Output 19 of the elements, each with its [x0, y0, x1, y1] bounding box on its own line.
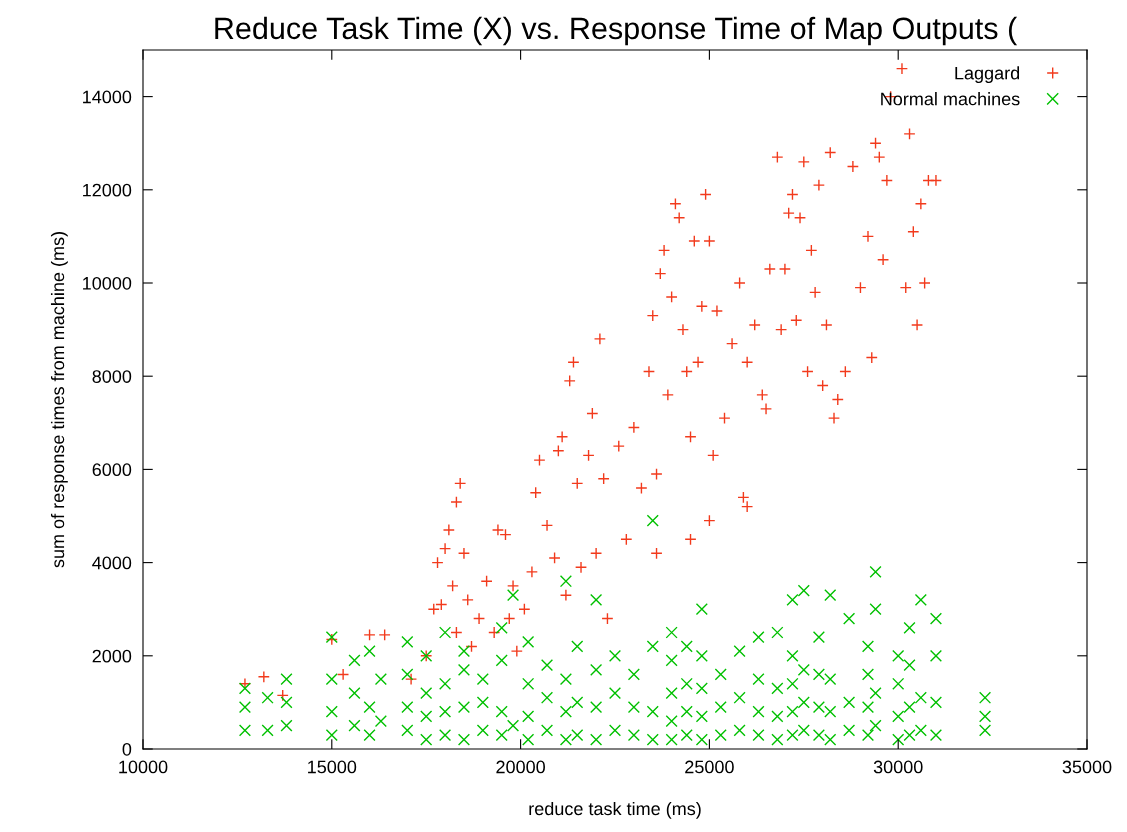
x-tick-label: 10000 [119, 760, 168, 774]
y-tick-label: 6000 [92, 463, 132, 477]
legend-label: Laggard [955, 66, 1020, 84]
x-axis-title: reduce task time (ms) [529, 801, 701, 819]
y-tick-label: 2000 [92, 649, 132, 663]
y-tick-label: 8000 [92, 370, 132, 383]
y-tick-label: 4000 [92, 556, 132, 570]
y-axis-title: sum of response times from machine (ms) [50, 232, 68, 568]
x-tick-label: 15000 [308, 760, 357, 774]
y-tick-label: 10000 [83, 276, 132, 290]
legend-label: Normal machines [881, 92, 1020, 106]
x-tick-label: 30000 [873, 760, 923, 774]
y-tick-label: 0 [122, 742, 132, 756]
y-tick-label: 14000 [83, 90, 132, 104]
x-tick-label: 35000 [1062, 760, 1112, 774]
x-tick-label: 20000 [496, 760, 545, 774]
chart-title: Reduce Task Time (X) vs. Response Time of Map Outputs ( [215, 16, 1018, 46]
y-tick-label: 12000 [83, 183, 132, 197]
x-tick-label: 25000 [685, 760, 734, 774]
